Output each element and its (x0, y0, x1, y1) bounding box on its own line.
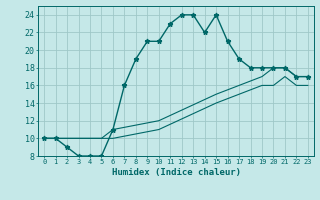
X-axis label: Humidex (Indice chaleur): Humidex (Indice chaleur) (111, 168, 241, 177)
